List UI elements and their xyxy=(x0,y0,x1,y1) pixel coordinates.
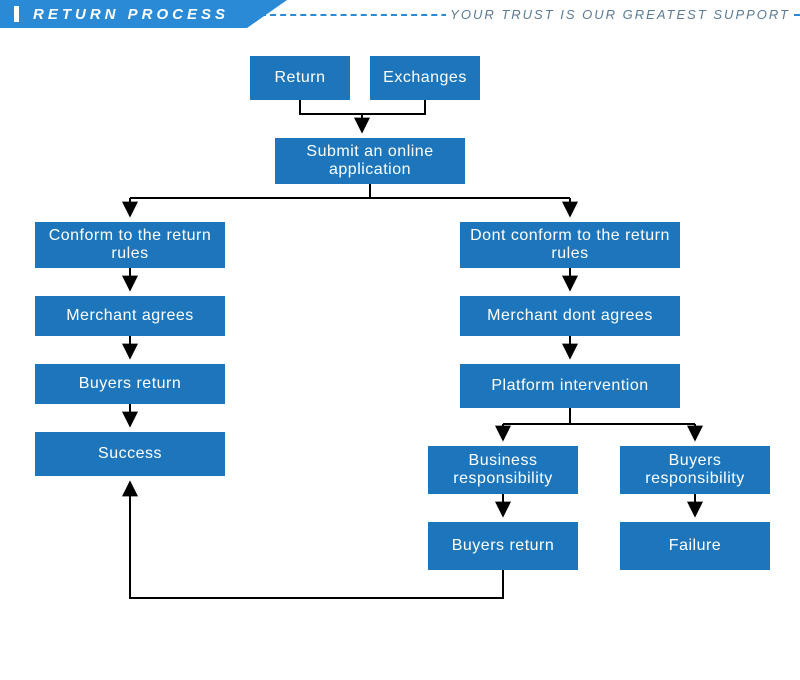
node-submit: Submit an online application xyxy=(275,138,465,184)
node-dont: Dont conform to the return rules xyxy=(460,222,680,268)
edge-0 xyxy=(300,100,425,114)
node-failure: Failure xyxy=(620,522,770,570)
banner-tick xyxy=(14,6,19,22)
banner-title-block: RETURN PROCESS xyxy=(0,0,287,28)
node-conform: Conform to the return rules xyxy=(35,222,225,268)
node-exchanges: Exchanges xyxy=(370,56,480,100)
node-buyResp: Buyers responsibility xyxy=(620,446,770,494)
node-busResp: Business responsibility xyxy=(428,446,578,494)
flowchart-canvas: Return Exchanges Submit an online applicat… xyxy=(0,28,800,680)
node-platform: Platform intervention xyxy=(460,364,680,408)
node-merchD: Merchant dont agrees xyxy=(460,296,680,336)
node-success: Success xyxy=(35,432,225,476)
node-merchA: Merchant agrees xyxy=(35,296,225,336)
header-banner: RETURN PROCESS YOUR TRUST IS OUR GREATES… xyxy=(0,0,800,28)
node-return: Return xyxy=(250,56,350,100)
banner-slogan: YOUR TRUST IS OUR GREATEST SUPPORT xyxy=(446,0,794,28)
node-buyersR: Buyers return xyxy=(428,522,578,570)
flowchart-edges xyxy=(0,28,800,680)
node-buyersL: Buyers return xyxy=(35,364,225,404)
banner-title: RETURN PROCESS xyxy=(33,6,229,23)
